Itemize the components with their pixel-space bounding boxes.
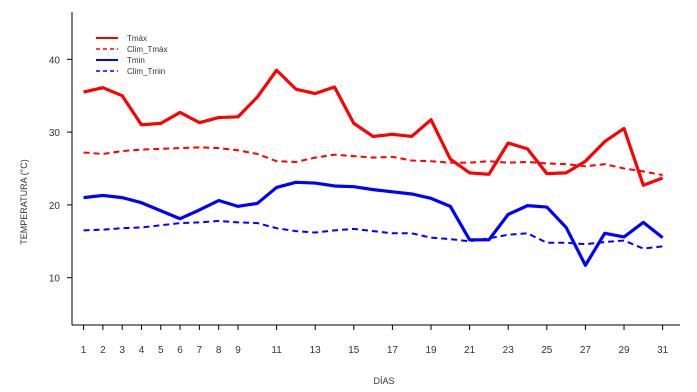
x-tick-label: 3	[119, 345, 125, 356]
x-tick-label: 11	[271, 345, 282, 356]
x-tick-label: 17	[387, 345, 399, 356]
legend: Tmáx Clim_Tmáx Tmin Clim_Tmin	[96, 34, 167, 76]
series-line-clim-tm-x	[83, 146, 663, 177]
series-line-tm-x	[83, 68, 664, 187]
legend-label: Clim_Tmin	[127, 67, 165, 76]
x-tick-label: 6	[177, 345, 183, 356]
legend-label: Tmáx	[127, 34, 147, 43]
x-tick-label: 15	[348, 345, 360, 356]
x-tick-label: 1	[81, 345, 87, 356]
legend-label: Clim_Tmáx	[127, 45, 167, 54]
legend-label: Tmin	[127, 56, 145, 65]
y-tick-label: 20	[49, 201, 61, 212]
x-tick-label: 25	[541, 345, 553, 356]
x-tick-label: 19	[425, 345, 437, 356]
y-tick-label: 30	[49, 128, 61, 139]
series-line-tmin	[83, 180, 664, 267]
x-tick-label: 31	[657, 345, 669, 356]
x-tick-label: 8	[216, 345, 222, 356]
x-tick-label: 21	[464, 345, 476, 356]
x-tick-label: 9	[235, 345, 241, 356]
y-tick-label: 10	[49, 274, 61, 285]
x-tick-label: 27	[580, 345, 592, 356]
x-tick-label: 29	[618, 345, 630, 356]
x-tick-label: 13	[310, 345, 322, 356]
x-tick-label: 23	[503, 345, 515, 356]
series-line-clim-tmin	[83, 219, 663, 250]
x-axis-title: DÍAS	[373, 376, 394, 386]
series-layer	[83, 68, 664, 267]
x-tick-label: 2	[100, 345, 106, 356]
y-axis-title: TEMPERATURA (°C)	[19, 159, 29, 244]
x-tick-label: 5	[158, 345, 164, 356]
x-tick-label: 4	[139, 345, 145, 356]
x-tick-label: 7	[197, 345, 203, 356]
y-tick-label: 40	[49, 55, 61, 66]
